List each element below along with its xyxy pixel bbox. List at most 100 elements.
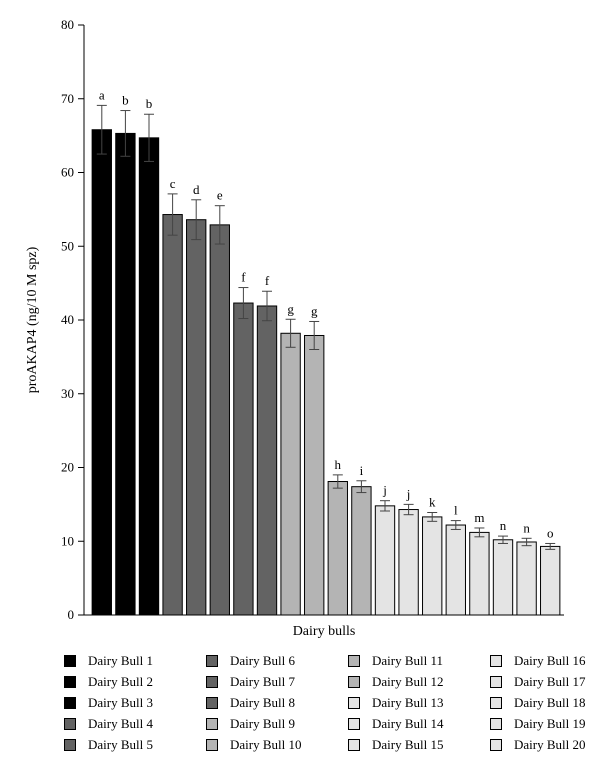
legend-item: Dairy Bull 10 [206, 734, 348, 755]
legend-label: Dairy Bull 3 [88, 694, 153, 710]
legend-item: Dairy Bull 16 [490, 650, 594, 671]
legend-swatch [348, 738, 360, 751]
significance-label: d [193, 182, 200, 197]
legend-label: Dairy Bull 18 [514, 694, 586, 710]
legend-swatch [64, 717, 76, 730]
bar-dairy-bull-5 [186, 219, 207, 616]
bar-dairy-bull-20 [540, 545, 561, 616]
legend-item: Dairy Bull 11 [348, 650, 490, 671]
significance-label: b [122, 93, 129, 108]
legend-swatch [206, 717, 218, 730]
legend-item: Dairy Bull 14 [348, 713, 490, 734]
legend-swatch [64, 675, 76, 688]
significance-label: h [335, 457, 342, 472]
legend-label: Dairy Bull 20 [514, 736, 586, 752]
legend-label: Dairy Bull 12 [372, 673, 444, 689]
legend-swatch [490, 738, 502, 751]
legend-label: Dairy Bull 15 [372, 736, 444, 752]
significance-label: k [429, 494, 436, 509]
significance-label: f [241, 270, 246, 285]
significance-label: j [406, 486, 411, 501]
legend-item: Dairy Bull 20 [490, 734, 594, 755]
y-tick-label: 80 [61, 17, 74, 32]
legend-label: Dairy Bull 7 [230, 673, 295, 689]
legend-swatch [348, 654, 360, 667]
legend-item: Dairy Bull 2 [64, 671, 206, 692]
legend-swatch [490, 654, 502, 667]
y-tick-label: 70 [61, 91, 74, 106]
y-tick-label: 60 [61, 165, 74, 180]
bar-dairy-bull-10 [304, 334, 325, 616]
bar-dairy-bull-9 [280, 332, 301, 616]
legend-item: Dairy Bull 15 [348, 734, 490, 755]
legend-item: Dairy Bull 17 [490, 671, 594, 692]
legend-label: Dairy Bull 13 [372, 694, 444, 710]
bar-dairy-bull-11 [327, 481, 348, 616]
bar-dairy-bull-17 [469, 531, 490, 616]
legend-item: Dairy Bull 5 [64, 734, 206, 755]
legend-swatch [490, 717, 502, 730]
bar-dairy-bull-1 [91, 129, 112, 616]
bar-dairy-bull-2 [115, 132, 136, 616]
legend-label: Dairy Bull 11 [372, 652, 444, 668]
legend-swatch [64, 696, 76, 709]
legend-swatch [348, 717, 360, 730]
bar-dairy-bull-12 [351, 486, 372, 616]
bar-dairy-bull-15 [422, 516, 443, 616]
bar-dairy-bull-7 [233, 302, 254, 616]
bar-dairy-bull-18 [492, 539, 514, 616]
bars: a b b c d e f f g g h i j j k l m n n o [91, 87, 561, 616]
significance-label: a [99, 87, 105, 102]
significance-label: j [382, 483, 387, 498]
legend-item: Dairy Bull 3 [64, 692, 206, 713]
bar-dairy-bull-13 [374, 505, 396, 616]
legend-label: Dairy Bull 14 [372, 715, 444, 731]
significance-label: n [523, 520, 530, 535]
legend-label: Dairy Bull 16 [514, 652, 586, 668]
legend-item: Dairy Bull 13 [348, 692, 490, 713]
y-axis-title: proAKAP4 (ng/10 M spz) [25, 246, 40, 393]
legend-item: Dairy Bull 4 [64, 713, 206, 734]
y-tick-label: 50 [61, 238, 74, 253]
legend-label: Dairy Bull 19 [514, 715, 586, 731]
legend-label: Dairy Bull 4 [88, 715, 153, 731]
y-tick-label: 30 [61, 386, 74, 401]
bar-dairy-bull-14 [398, 509, 419, 616]
significance-label: f [265, 273, 270, 288]
legend-swatch [206, 738, 218, 751]
legend-item: Dairy Bull 19 [490, 713, 594, 734]
bar-dairy-bull-8 [256, 305, 278, 616]
legend-swatch [64, 738, 76, 751]
significance-label: g [311, 303, 318, 318]
legend-label: Dairy Bull 8 [230, 694, 295, 710]
legend-swatch [206, 696, 218, 709]
bar-dairy-bull-4 [162, 214, 183, 616]
y-tick-label: 0 [68, 607, 75, 622]
legend: Dairy Bull 1 Dairy Bull 2 Dairy Bull 3 Dair… [64, 650, 594, 760]
y-axis: 0 10 20 30 40 50 60 70 80 [61, 17, 85, 622]
y-tick-label: 40 [61, 312, 74, 327]
legend-swatch [206, 654, 218, 667]
legend-label: Dairy Bull 6 [230, 652, 295, 668]
x-axis-title: Dairy bulls [293, 624, 356, 639]
legend-item: Dairy Bull 18 [490, 692, 594, 713]
legend-label: Dairy Bull 2 [88, 673, 153, 689]
bar-dairy-bull-19 [516, 541, 537, 616]
y-tick-label: 20 [61, 460, 74, 475]
significance-label: c [170, 176, 176, 191]
significance-label: b [146, 96, 153, 111]
legend-swatch [348, 696, 360, 709]
significance-label: n [500, 518, 507, 533]
legend-label: Dairy Bull 9 [230, 715, 295, 731]
legend-swatch [490, 675, 502, 688]
bar-dairy-bull-16 [445, 524, 466, 616]
legend-item: Dairy Bull 6 [206, 650, 348, 671]
legend-item: Dairy Bull 8 [206, 692, 348, 713]
legend-item: Dairy Bull 7 [206, 671, 348, 692]
legend-item: Dairy Bull 9 [206, 713, 348, 734]
bar-chart: 0 10 20 30 40 50 60 70 80 a b b c d e f f g g h i j j k l m n n o D… [25, 17, 564, 639]
significance-label: i [360, 463, 364, 478]
legend-label: Dairy Bull 17 [514, 673, 586, 689]
legend-item: Dairy Bull 12 [348, 671, 490, 692]
significance-label: o [547, 525, 554, 540]
